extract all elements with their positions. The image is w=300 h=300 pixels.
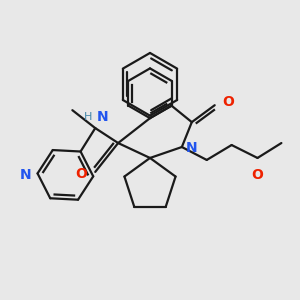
Text: O: O xyxy=(252,168,263,182)
Text: O: O xyxy=(75,167,87,181)
Text: N: N xyxy=(97,110,109,124)
Text: N: N xyxy=(186,141,197,155)
Text: H: H xyxy=(84,112,92,122)
Text: N: N xyxy=(20,168,32,182)
Text: O: O xyxy=(223,95,235,109)
